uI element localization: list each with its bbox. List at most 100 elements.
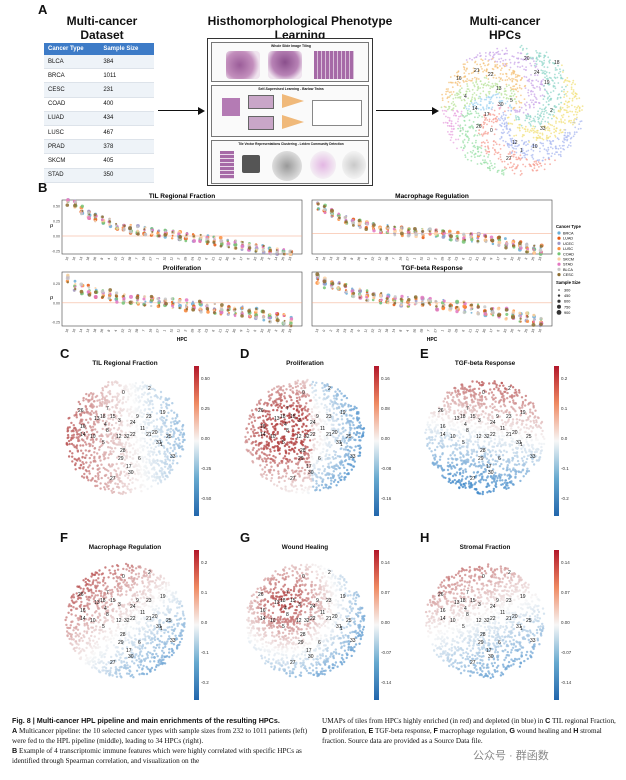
hpc-point — [497, 151, 500, 154]
scatter-point — [421, 232, 424, 236]
scatter-point — [477, 232, 480, 236]
hpc-point — [478, 129, 481, 132]
umap-point — [315, 447, 319, 451]
hpc-point — [446, 108, 449, 111]
umap-point — [150, 475, 154, 478]
hpc-point — [566, 146, 569, 149]
umap-point — [79, 459, 82, 462]
umap-point — [95, 405, 99, 408]
scatter-point — [435, 307, 440, 312]
hpc-point — [564, 109, 567, 111]
umap-point — [325, 453, 328, 456]
umap-point — [132, 470, 135, 474]
scatter-point — [421, 303, 425, 306]
hpc-point — [556, 151, 558, 154]
scatter-point — [337, 212, 340, 216]
hpc-point — [574, 126, 577, 129]
hpc-point — [511, 99, 514, 101]
umap-point — [127, 414, 131, 417]
hpc-point — [530, 148, 533, 151]
umap-point — [169, 430, 172, 433]
umap-point — [109, 481, 112, 484]
hpc-point — [571, 99, 574, 102]
hpc-point — [496, 60, 499, 63]
hpc-point — [550, 132, 552, 135]
umap-point — [346, 445, 349, 448]
scatter-point — [150, 232, 153, 236]
umap-point — [136, 439, 139, 442]
hpc-point — [452, 101, 455, 103]
hpc-point — [490, 85, 492, 88]
umap-cluster-label: 1 — [160, 442, 163, 448]
x-tick-label: 7 — [426, 329, 430, 332]
umap-point — [72, 444, 75, 447]
hpc-point — [541, 133, 544, 136]
hpc-point — [479, 96, 482, 98]
hpc-point — [515, 147, 517, 150]
hpc-point — [563, 90, 565, 93]
umap-point — [83, 424, 87, 428]
umap-point — [112, 439, 115, 442]
scatter-point — [234, 311, 237, 314]
hpc-point — [476, 54, 479, 56]
hpc-point — [494, 149, 496, 152]
umap-point — [313, 389, 316, 393]
scatter-point — [268, 246, 271, 249]
hpc-point — [558, 93, 561, 96]
umap-cluster-label: 13 — [94, 416, 100, 422]
umap-point — [153, 439, 157, 443]
umap-point — [302, 417, 305, 420]
umap-point — [248, 417, 251, 420]
hpc-point — [520, 106, 523, 109]
x-tick-label: 26 — [92, 256, 97, 261]
scatter-point — [462, 232, 466, 236]
umap-point — [165, 403, 169, 407]
umap-point — [110, 465, 113, 468]
hpc-point — [539, 83, 542, 86]
umap-point — [126, 476, 130, 480]
hpc-point — [540, 80, 543, 82]
scatter-point — [399, 228, 403, 233]
scatter-point — [234, 308, 237, 311]
umap-point — [79, 419, 82, 423]
x-tick-label: 20 — [260, 256, 265, 261]
hpc-point — [474, 156, 476, 158]
umap-point — [291, 430, 294, 433]
hpc-point — [453, 74, 456, 77]
hpc-point — [512, 78, 515, 80]
umap-point — [160, 425, 163, 428]
hpc-point — [509, 161, 512, 164]
hpc-point — [560, 76, 562, 79]
hpc-point — [566, 101, 569, 104]
umap-point — [65, 442, 68, 446]
hpc-point — [475, 80, 478, 83]
umap-point — [340, 418, 344, 421]
hpc-point — [544, 163, 546, 165]
umap-point — [84, 434, 87, 437]
hpc-point — [466, 114, 468, 117]
umap-point — [163, 446, 166, 449]
umap-point — [286, 441, 289, 444]
hpc-point — [519, 151, 522, 154]
umap-point — [123, 470, 126, 473]
hpc-point — [519, 159, 522, 161]
umap-point — [304, 447, 307, 450]
umap-point — [328, 402, 332, 405]
umap-cluster-label: 32 — [124, 434, 130, 440]
legend-cancer-item: UCEC — [563, 242, 574, 246]
hpc-point — [572, 93, 575, 96]
hpc-point — [539, 87, 542, 90]
hpc-point — [560, 155, 562, 158]
hpc-point — [570, 136, 573, 139]
umap-point — [110, 423, 114, 427]
umap-point — [265, 435, 269, 438]
umap-point — [131, 447, 135, 450]
x-tick-label: 13 — [315, 328, 320, 333]
scatter-point — [505, 242, 509, 245]
hpc-cluster-label: 22 — [488, 72, 494, 78]
umap-point — [111, 418, 115, 421]
pipeline-clustering-label: Tile Vector Representations Clustering -… — [238, 142, 344, 146]
umap-point — [137, 463, 140, 466]
hpc-point — [487, 141, 489, 144]
scatter-point — [205, 306, 210, 311]
